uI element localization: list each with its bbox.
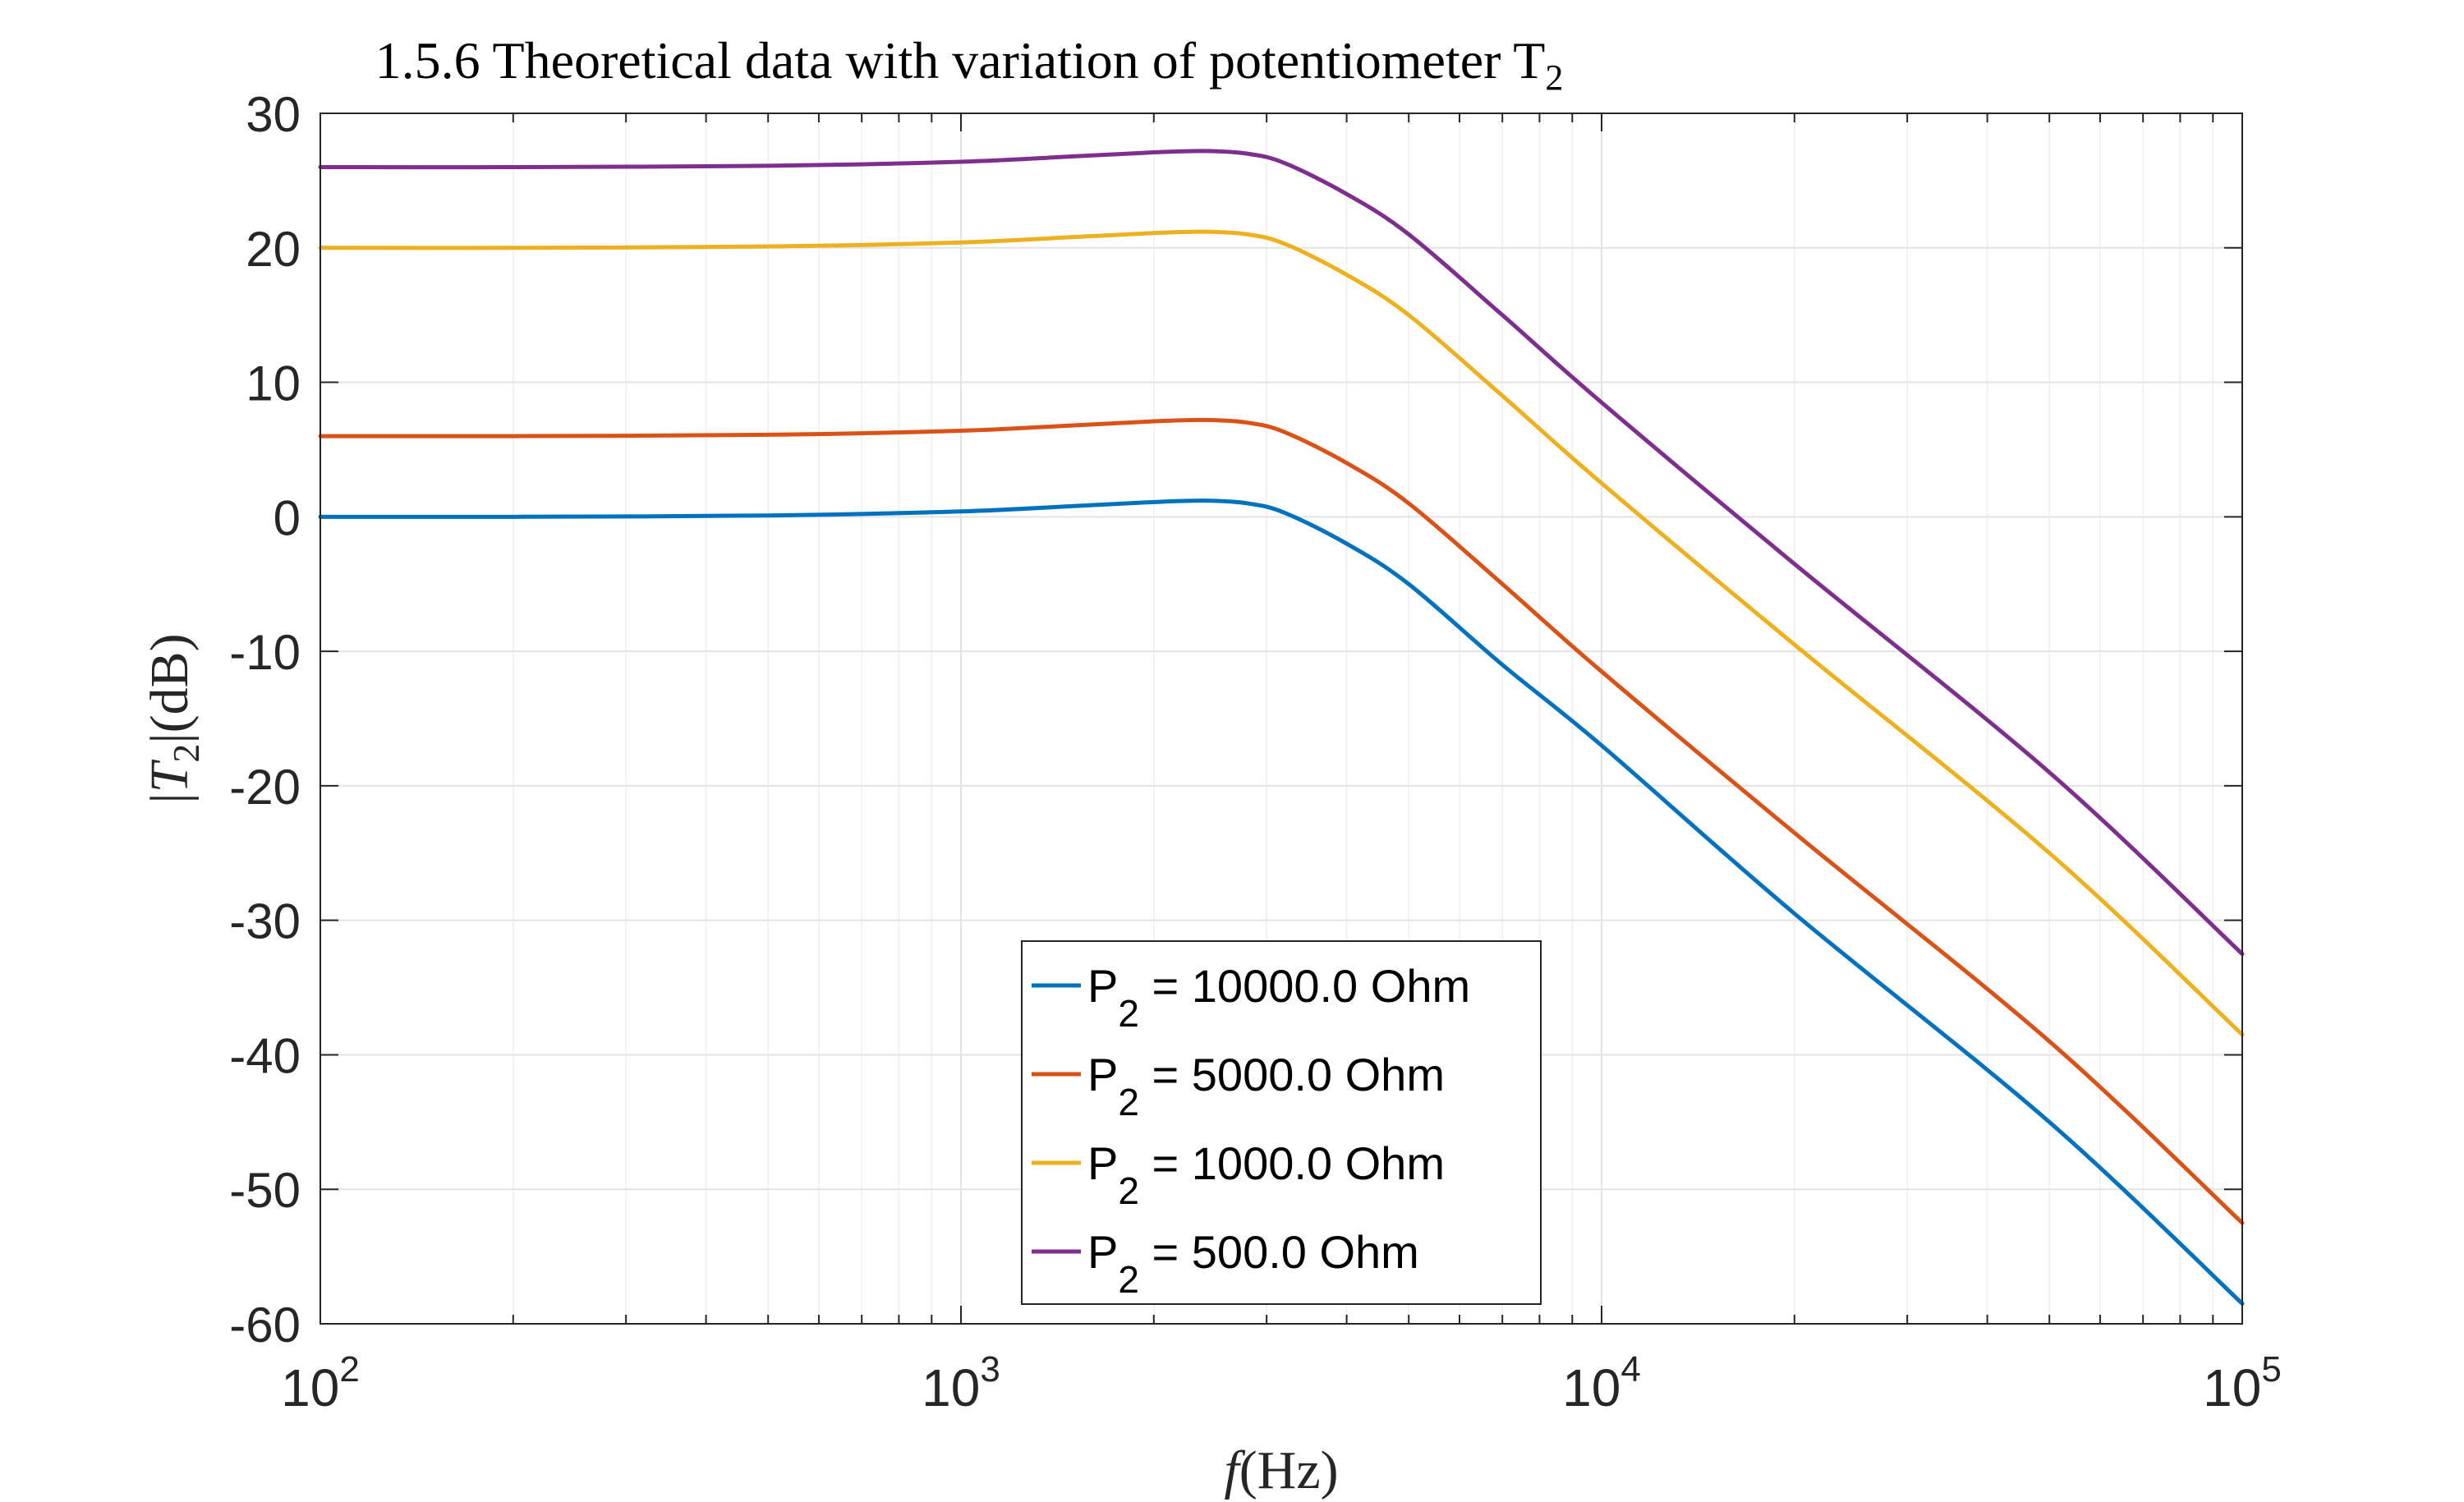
y-axis-label: |T2|(dB) — [140, 633, 207, 803]
series-line-3 — [318, 229, 2245, 1037]
x-tick-label: 104 — [1562, 1349, 1641, 1417]
series-layer — [318, 149, 2245, 1306]
legend-label-4: P2 = 500.0 Ohm — [1087, 1226, 1419, 1301]
series-line-4 — [318, 149, 2245, 957]
y-tick-label: -20 — [229, 760, 301, 815]
y-tick-label: 20 — [246, 222, 301, 277]
chart-title: 1.5.6 Theoretical data with variation of… — [375, 31, 1564, 98]
legend-label-3: P2 = 1000.0 Ohm — [1087, 1137, 1445, 1212]
legend-box — [1021, 940, 1542, 1305]
series-line-2 — [318, 417, 2245, 1225]
x-axis-label: f(Hz) — [1224, 1440, 1338, 1500]
y-tick-label: 10 — [246, 356, 301, 411]
y-tick-label: 30 — [246, 87, 301, 142]
x-tick-labels: 102 103 104 105 — [281, 1349, 2282, 1417]
x-tick-label: 103 — [922, 1349, 1000, 1417]
y-tick-label: -60 — [229, 1298, 301, 1353]
legend-label-2: P2 = 5000.0 Ohm — [1087, 1049, 1445, 1123]
x-tick-label: 102 — [281, 1349, 360, 1417]
series-line-1 — [318, 498, 2245, 1306]
y-tick-label: 0 — [274, 490, 301, 545]
y-tick-label: -40 — [229, 1028, 301, 1083]
y-tick-label: -30 — [229, 894, 301, 949]
y-tick-label: -10 — [229, 625, 301, 680]
y-tick-label: -50 — [229, 1163, 301, 1218]
legend-label-1: P2 = 10000.0 Ohm — [1087, 960, 1470, 1035]
legend: P2 = 10000.0 Ohm P2 = 5000.0 Ohm P2 = 1000… — [1021, 940, 1542, 1305]
x-tick-label: 105 — [2203, 1349, 2282, 1417]
y-tick-labels: 30 20 10 0 -10 -20 -30 -40 -50 -60 — [229, 87, 301, 1353]
plot-box — [319, 113, 2243, 1325]
